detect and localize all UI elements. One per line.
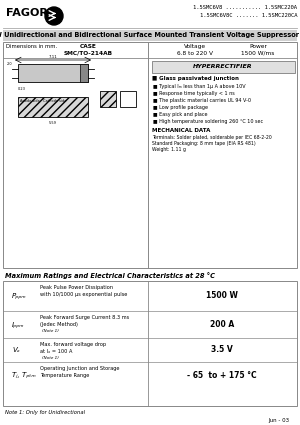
Circle shape [45,7,63,25]
Text: ■ Response time typically < 1 ns: ■ Response time typically < 1 ns [153,91,235,96]
Text: ■ The plastic material carries UL 94 V-0: ■ The plastic material carries UL 94 V-0 [153,98,251,103]
Text: (Note 1): (Note 1) [42,356,59,360]
Text: Voltage
6.8 to 220 V: Voltage 6.8 to 220 V [177,44,213,56]
Text: 7.11: 7.11 [49,55,57,59]
Text: 200 A: 200 A [210,320,234,329]
Text: (Jedec Method): (Jedec Method) [40,322,78,327]
Text: ■ Low profile package: ■ Low profile package [153,105,208,110]
Text: CASE
SMC/TO-214AB: CASE SMC/TO-214AB [64,44,112,56]
Text: Power
1500 W/ms: Power 1500 W/ms [241,44,275,56]
Text: Note 1: Only for Unidirectional: Note 1: Only for Unidirectional [5,410,85,415]
Bar [3,281,297,406]
Text: ■ High temperature soldering 260 °C 10 sec: ■ High temperature soldering 260 °C 10 s… [153,119,263,124]
Text: Pₚₚₘ: Pₚₚₘ [12,293,27,299]
Text: - 65  to + 175 °C: - 65 to + 175 °C [187,371,257,380]
Text: ■ Typical Iₘ less than 1μ A above 10V: ■ Typical Iₘ less than 1μ A above 10V [153,84,246,89]
Text: Weight: 1.11 g: Weight: 1.11 g [152,147,186,152]
Text: (Note 1): (Note 1) [42,329,59,333]
Text: Max. forward voltage drop: Max. forward voltage drop [40,342,106,347]
Text: HYPERRECTIFIER: HYPERRECTIFIER [193,63,253,68]
Text: 0.23: 0.23 [18,87,26,91]
Text: with 10/1000 μs exponential pulse: with 10/1000 μs exponential pulse [40,292,128,297]
Bar [3,42,297,268]
Text: 1500 W: 1500 W [206,292,238,300]
Text: Terminals: Solder plated, solderable per IEC 68-2-20: Terminals: Solder plated, solderable per… [152,135,272,140]
Bar [152,61,295,73]
Text: Peak Forward Surge Current 8.3 ms: Peak Forward Surge Current 8.3 ms [40,315,129,320]
Bar [120,91,136,107]
Bar [3,30,297,41]
Text: 1.5SMC6V8C ....... 1.5SMC220CA: 1.5SMC6V8C ....... 1.5SMC220CA [200,13,297,18]
Text: Operating Junction and Storage: Operating Junction and Storage [40,366,119,371]
Text: Tⱼ, Tₚₜₘ: Tⱼ, Tₚₜₘ [12,372,36,379]
Text: 2.0: 2.0 [7,62,13,66]
Text: 3.5 V: 3.5 V [211,346,233,354]
Text: 1.5SMC6V8 ........... 1.5SMC220A: 1.5SMC6V8 ........... 1.5SMC220A [193,5,297,10]
Text: Maximum Ratings and Electrical Characteristics at 28 °C: Maximum Ratings and Electrical Character… [5,272,215,279]
Text: Standard Packaging: 8 mm tape (EIA RS 481): Standard Packaging: 8 mm tape (EIA RS 48… [152,141,256,146]
Text: Peak Pulse Power Dissipation: Peak Pulse Power Dissipation [40,285,113,290]
Text: Dimensions in mm.: Dimensions in mm. [6,44,57,49]
Text: Temperature Range: Temperature Range [40,373,89,378]
Bar [100,91,116,107]
Text: MECHANICAL DATA: MECHANICAL DATA [152,128,210,133]
Text: ■ Easy pick and place: ■ Easy pick and place [153,112,208,117]
Text: 1500 W Unidirectional and Bidirectional Surface Mounted Transient Voltage Suppre: 1500 W Unidirectional and Bidirectional … [0,32,300,38]
Text: FAGOR: FAGOR [6,8,48,18]
Text: at Iₔ = 100 A: at Iₔ = 100 A [40,349,72,354]
Text: 5.59: 5.59 [49,121,57,125]
Text: Anode side: Anode side [20,99,40,103]
Text: Jun - 03: Jun - 03 [268,418,289,423]
Bar [18,97,88,117]
Bar [80,64,88,82]
Text: Iₚₚₘ: Iₚₚₘ [12,321,25,328]
Text: ■ Glass passivated junction: ■ Glass passivated junction [152,76,239,81]
Text: Cathode side: Cathode side [43,99,67,103]
Text: Vₔ: Vₔ [12,347,20,353]
Bar [18,64,88,82]
